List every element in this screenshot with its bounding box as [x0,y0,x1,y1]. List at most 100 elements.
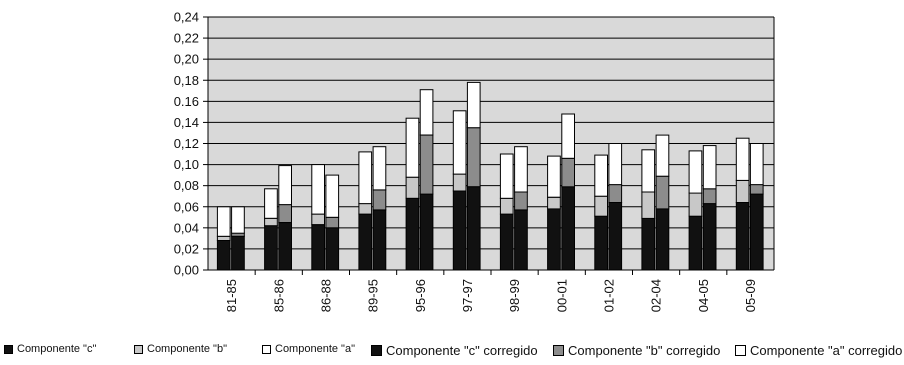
bar-segment [264,225,278,271]
bar-segment [325,227,340,271]
y-tick-label: 0,20 [174,52,199,67]
bar-segment [452,110,467,175]
bar-segment [655,175,670,210]
x-tick-label: 02-04 [649,279,664,312]
x-tick-label: 86-88 [318,279,333,312]
y-tick-label: 0.16 [174,94,199,109]
bar-segment [608,143,623,186]
legend-swatch [4,344,13,354]
y-tick-label: 0,24 [174,10,199,25]
x-tick-label: 04-05 [696,279,711,312]
legend-label: Componente "a" [275,343,355,355]
x-tick-label: 01-02 [601,279,616,312]
bar-segment [325,216,340,229]
bar-segment [655,208,670,271]
bar-segment [594,154,608,197]
bar-segment [547,155,561,198]
y-tick-label: 0,22 [174,31,199,46]
legend-swatch [134,344,143,354]
bar-segment [735,202,750,271]
x-tick-label: 95-96 [413,279,428,312]
x-tick-label: 05-09 [743,279,758,312]
bar-segment [749,143,764,186]
bar-segment [452,173,467,192]
legend-label: Componente "b" [147,343,227,355]
bars [216,81,764,271]
y-tick-labels: 0,00 0,02 0,04 0,06 0,08 0,10 0,12 0,14 0.16 0,18… [174,10,199,278]
bar-segment [264,217,278,227]
bar-segment [466,127,481,188]
legend-item: Componente "b" [134,343,227,355]
bar-segment [594,215,608,271]
bar-segment [735,179,750,203]
bar-segment [405,176,420,199]
x-tick-label: 89-95 [366,279,381,312]
bar-segment [688,215,703,271]
bar-segment [641,149,656,193]
bar-segment [702,145,717,190]
legend-swatch [735,345,746,356]
bar-segment [735,137,750,181]
bar-segment [311,224,325,271]
bar-segment [608,202,623,271]
legend-item: Componente "c" [4,343,96,355]
bar-segment [372,189,387,211]
bar-segment [216,206,231,237]
bar-segment [358,203,373,215]
bar-segment [561,113,575,159]
bar-segment [594,195,608,217]
bar-segment [641,191,656,219]
bar-segment [499,153,514,199]
bar-segment [608,184,623,204]
legend-item: Componente "c" corregido [371,343,538,358]
bar-segment [419,134,434,195]
bar-segment [499,197,514,215]
x-tick-label: 81-85 [224,279,239,312]
bar-segment [419,89,434,136]
x-tick-label: 98-99 [507,279,522,312]
legend-label: Componente "c" corregido [386,343,538,358]
legend-swatch [262,344,271,354]
legend-label: Componente "c" [17,343,97,355]
bar-segment [641,217,656,271]
y-tick-label: 0,00 [174,263,199,278]
legend-label: Componente "b" corregido [568,343,721,358]
bar-segment [358,151,373,205]
bar-segment [466,81,481,129]
y-tick-label: 0,02 [174,241,199,256]
legend: Componente "c" Componente "b" Componente "… [4,343,904,363]
y-tick-label: 0,08 [174,178,199,193]
bar-segment [749,184,764,195]
bar-segment [561,157,575,188]
y-tick-label: 0,04 [174,220,199,235]
legend-item: Componente "b" corregido [553,343,720,358]
bar-segment [358,213,373,271]
y-tick-label: 0,10 [174,157,199,172]
bar-segment [419,193,434,271]
bar-segment [405,197,420,271]
bar-segment [547,208,561,271]
x-tick-label: 85-86 [271,279,286,312]
bar-segment [325,174,340,218]
bar-segment [216,240,231,271]
legend-item: Componente "a" [262,343,355,355]
bar-segment [514,146,528,193]
bar-segment [688,192,703,217]
y-tick-label: 0,06 [174,199,199,214]
bar-segment [311,164,325,215]
bar-segment [688,150,703,194]
legend-label: Componente "a" corregido [750,343,903,358]
legend-item: Componente "a" corregido [735,343,902,358]
legend-swatch [553,345,564,356]
bar-segment [278,222,292,271]
stacked-bar-chart: 0,00 0,02 0,04 0,06 0,08 0,10 0,12 0,14 0.16 0,18… [174,10,775,312]
x-tick-labels: 81-85 85-86 86-88 89-95 95-96 97-97 98-99 00-01… [224,279,758,312]
bar-segment [231,235,245,271]
bar-segment [499,213,514,271]
bar-segment [452,190,467,271]
bar-segment [466,186,481,271]
x-tick-label: 00-01 [554,279,569,312]
bar-segment [655,134,670,177]
bar-segment [372,146,387,191]
bar-segment [749,193,764,271]
